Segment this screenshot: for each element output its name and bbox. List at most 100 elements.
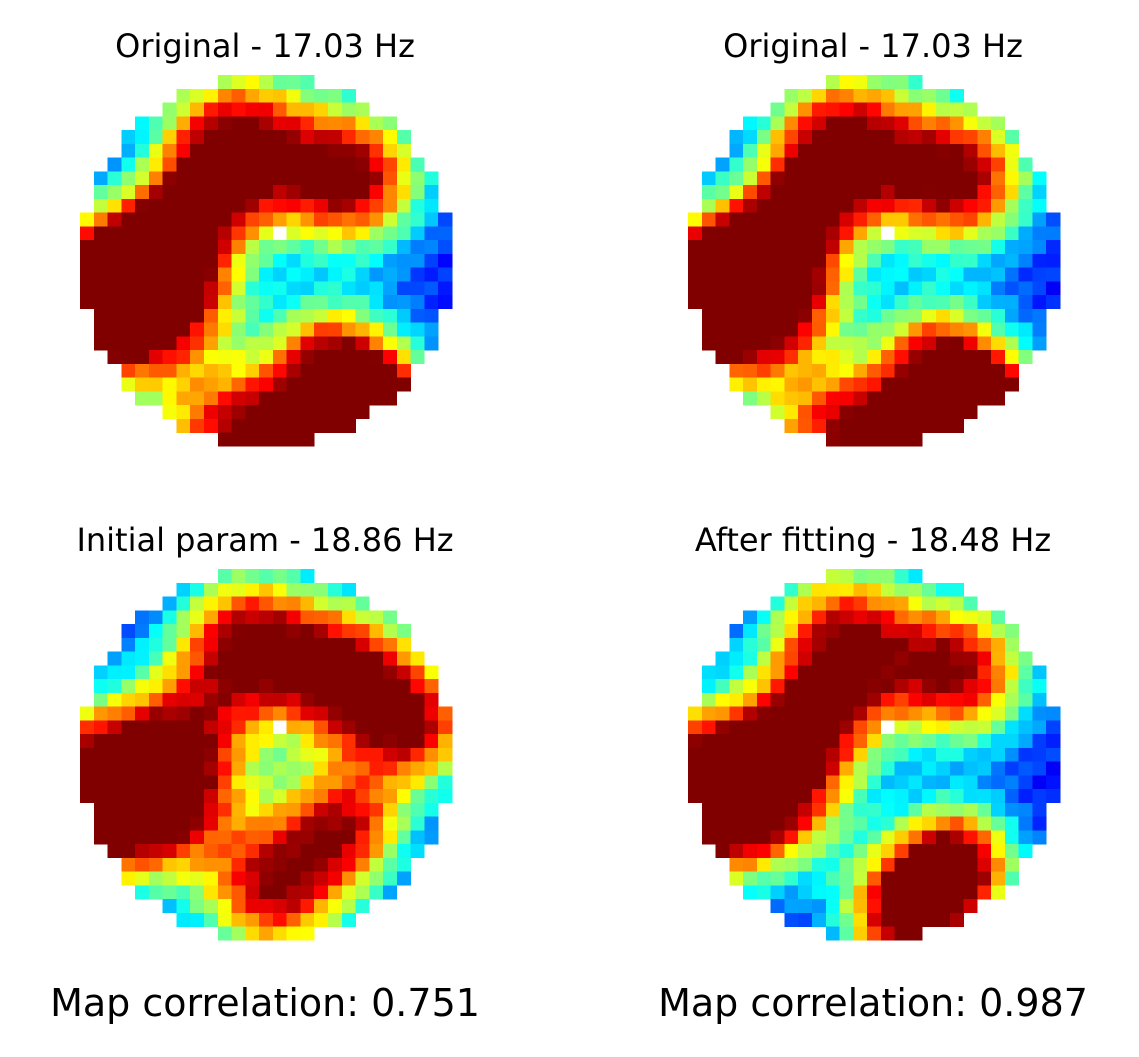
heatmap-cell	[190, 596, 205, 611]
heatmap-cell	[245, 679, 260, 694]
heatmap-cell	[963, 226, 978, 241]
heatmap-cell	[977, 322, 992, 337]
heatmap-cell	[1018, 336, 1033, 351]
heatmap-cell	[949, 377, 964, 392]
heatmap-cell	[121, 130, 136, 145]
heatmap-cell	[369, 336, 384, 351]
heatmap-cell	[880, 651, 895, 666]
heatmap-cell	[314, 226, 329, 241]
heatmap-cell	[853, 295, 868, 310]
heatmap-cell	[245, 596, 260, 611]
heatmap-cell	[231, 899, 246, 914]
heatmap-cell	[438, 295, 453, 310]
heatmap-cell	[162, 734, 177, 749]
heatmap-cell	[300, 871, 315, 886]
heatmap-cell	[328, 706, 343, 721]
heatmap-cell	[784, 391, 799, 406]
heatmap-cell	[217, 747, 232, 762]
heatmap-cell	[867, 116, 882, 131]
heatmap-cell	[272, 624, 287, 639]
heatmap-cell	[190, 775, 205, 790]
heatmap-cell	[825, 377, 840, 392]
heatmap-cell	[784, 363, 799, 378]
heatmap-cell	[121, 802, 136, 817]
heatmap-cell	[383, 185, 398, 200]
heatmap-cell	[798, 198, 813, 213]
heatmap-cell	[148, 610, 163, 625]
heatmap-cell	[355, 816, 370, 831]
heatmap-cell	[894, 198, 909, 213]
heatmap-cell	[93, 185, 108, 200]
heatmap-cell	[756, 706, 771, 721]
heatmap-cell	[1046, 720, 1061, 735]
heatmap-cell	[300, 391, 315, 406]
heatmap-cell	[314, 308, 329, 323]
heatmap-cell	[410, 789, 425, 804]
heatmap-cell	[410, 802, 425, 817]
heatmap-cell	[272, 569, 287, 584]
heatmap-cell	[341, 624, 356, 639]
heatmap-cell	[853, 844, 868, 859]
heatmap-cell	[341, 789, 356, 804]
heatmap-cell	[729, 871, 744, 886]
heatmap-cell	[839, 720, 854, 735]
heatmap-cell	[1004, 198, 1019, 213]
heatmap-cell	[396, 637, 411, 652]
heatmap-cell	[355, 391, 370, 406]
heatmap-cell	[1032, 830, 1047, 845]
heatmap-cell	[148, 844, 163, 859]
heatmap-cell	[963, 281, 978, 296]
heatmap-cell	[784, 651, 799, 666]
heatmap-cell	[949, 88, 964, 103]
heatmap-cell	[701, 802, 716, 817]
heatmap-cell	[272, 610, 287, 625]
heatmap-cell	[135, 624, 150, 639]
heatmap-cell	[715, 816, 730, 831]
heatmap-cell	[424, 171, 439, 186]
heatmap-cell	[355, 116, 370, 131]
heatmap-cell	[880, 432, 895, 447]
heatmap-cell	[135, 350, 150, 365]
heatmap-cell	[410, 198, 425, 213]
heatmap-cell	[383, 267, 398, 282]
heatmap-cell	[743, 789, 758, 804]
heatmap-cell	[396, 830, 411, 845]
heatmap-cell	[135, 679, 150, 694]
heatmap-cell	[190, 651, 205, 666]
heatmap-cell	[991, 350, 1006, 365]
heatmap-cell	[729, 198, 744, 213]
heatmap-cell	[341, 363, 356, 378]
heatmap-cell	[825, 350, 840, 365]
heatmap-cell	[121, 212, 136, 227]
heatmap-cell	[867, 88, 882, 103]
heatmap-cell	[162, 857, 177, 872]
heatmap-cell	[272, 692, 287, 707]
heatmap-cell	[715, 226, 730, 241]
heatmap-cell	[770, 844, 785, 859]
heatmap-cell	[839, 582, 854, 597]
heatmap-cell	[922, 830, 937, 845]
heatmap-cell	[204, 624, 219, 639]
heatmap-cell	[770, 336, 785, 351]
heatmap-cell	[825, 171, 840, 186]
heatmap-cell	[259, 377, 274, 392]
heatmap-cell	[204, 363, 219, 378]
heatmap-cell	[784, 88, 799, 103]
heatmap-cell	[259, 281, 274, 296]
heatmap-cell	[1018, 322, 1033, 337]
heatmap-cell	[148, 267, 163, 282]
heatmap-cell	[369, 212, 384, 227]
heatmap-cell	[286, 665, 301, 680]
heatmap-cell	[424, 185, 439, 200]
heatmap-cell	[756, 377, 771, 392]
heatmap-cell	[259, 418, 274, 433]
heatmap-cell	[328, 198, 343, 213]
heatmap-cell	[963, 706, 978, 721]
heatmap-cell	[784, 871, 799, 886]
heatmap-cell	[328, 899, 343, 914]
heatmap-cell	[1018, 350, 1033, 365]
heatmap-cell	[396, 844, 411, 859]
heatmap-cell	[770, 692, 785, 707]
heatmap-cell	[176, 143, 191, 158]
heatmap-cell	[812, 363, 827, 378]
